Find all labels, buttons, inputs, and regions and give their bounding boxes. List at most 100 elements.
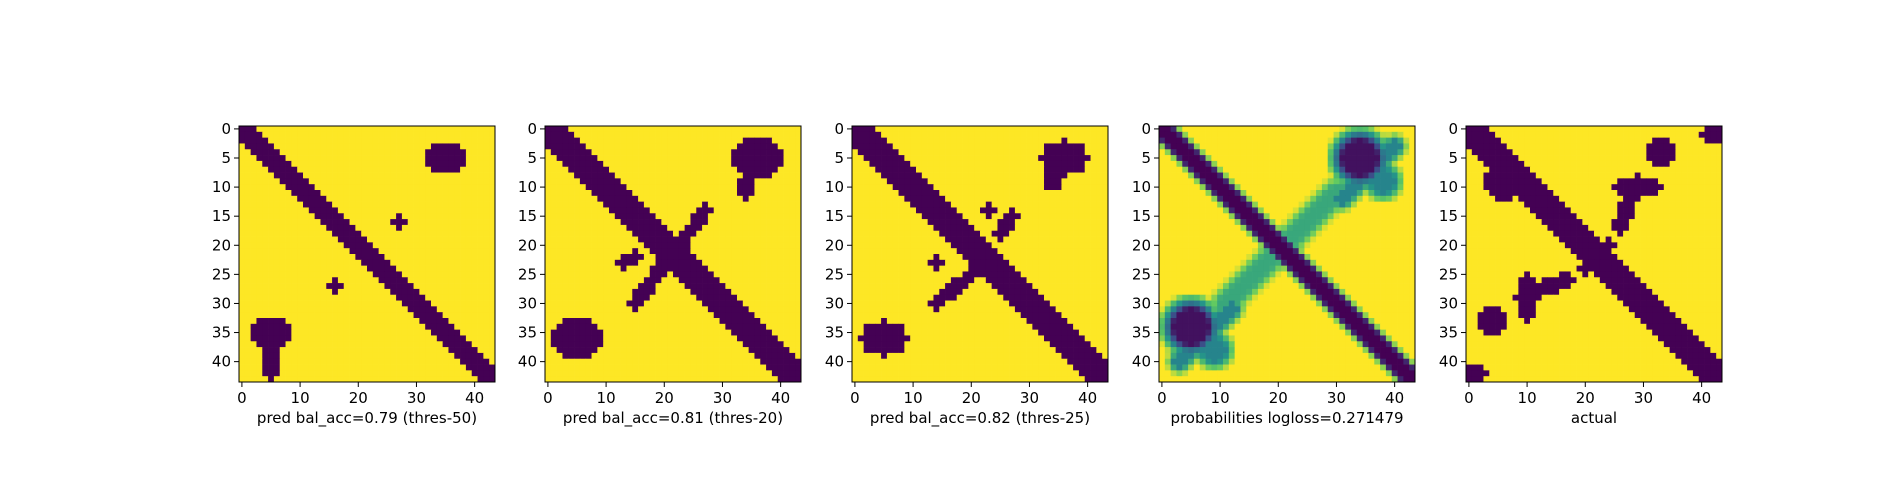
heatmap-cell: [667, 300, 674, 307]
heatmap-cell: [291, 323, 298, 330]
heatmap-cell: [789, 318, 796, 325]
heatmap-cell: [1020, 149, 1027, 156]
heatmap-cell: [308, 195, 315, 202]
heatmap-cell: [442, 271, 449, 278]
heatmap-cell: [731, 306, 738, 313]
heatmap-cell: [1044, 143, 1051, 150]
heatmap-cell: [273, 271, 281, 278]
heatmap-cell: [632, 306, 639, 313]
heatmap-cell: [250, 213, 257, 220]
heatmap-cell: [556, 358, 563, 365]
heatmap-cell: [771, 277, 779, 284]
heatmap-cell: [390, 283, 397, 290]
heatmap-cell: [343, 190, 350, 197]
heatmap-cell: [550, 283, 557, 290]
heatmap-cell: [713, 160, 720, 168]
heatmap-cell: [980, 230, 987, 237]
heatmap-cell: [303, 277, 310, 284]
heatmap-cell: [337, 213, 345, 220]
y-tick-label: 15: [212, 207, 231, 225]
heatmap-cell: [950, 184, 958, 191]
heatmap-cell: [355, 207, 362, 214]
heatmap-cell: [603, 242, 610, 249]
heatmap-cell: [945, 160, 952, 168]
heatmap-cell: [454, 318, 461, 325]
heatmap-cell: [731, 178, 738, 185]
heatmap-cell: [562, 230, 569, 237]
heatmap-cell: [297, 143, 304, 150]
heatmap-cell: [285, 300, 292, 307]
heatmap-cell: [968, 224, 975, 232]
heatmap-cell: [725, 172, 732, 179]
heatmap-cell: [795, 201, 802, 208]
heatmap-cell: [471, 242, 478, 249]
heatmap-cell: [477, 376, 484, 383]
heatmap-cell: [742, 306, 749, 313]
heatmap-cell: [667, 143, 674, 150]
heatmap-cell: [1026, 207, 1033, 214]
heatmap-cell: [471, 306, 478, 313]
heatmap-cell: [1102, 213, 1109, 220]
heatmap-cell: [268, 265, 275, 272]
heatmap-cell: [390, 352, 397, 360]
heatmap-cell: [655, 155, 662, 162]
heatmap-cell: [343, 329, 350, 336]
heatmap-cell: [1084, 201, 1091, 208]
heatmap-cell: [367, 201, 374, 208]
heatmap-cell: [869, 201, 876, 208]
heatmap-cell: [355, 323, 362, 330]
heatmap-cell: [881, 195, 888, 202]
heatmap-cell: [471, 190, 478, 197]
heatmap-cell: [898, 160, 905, 168]
heatmap-cell: [910, 219, 917, 226]
heatmap-cell: [863, 137, 870, 144]
heatmap-cell: [550, 172, 557, 179]
heatmap-cell: [349, 283, 356, 290]
heatmap-cell: [707, 172, 715, 179]
heatmap-cell: [1090, 172, 1097, 179]
heatmap-cell: [372, 335, 379, 342]
heatmap-cell: [579, 160, 587, 168]
heatmap-cell: [632, 318, 639, 325]
heatmap-cell: [678, 358, 685, 365]
heatmap-cell: [655, 137, 662, 144]
heatmap-cell: [748, 149, 755, 156]
heatmap-cell: [1020, 155, 1027, 162]
heatmap-cell: [585, 288, 592, 296]
heatmap-cell: [991, 213, 998, 220]
heatmap-cell: [1014, 160, 1022, 168]
heatmap-cell: [396, 364, 403, 371]
heatmap-cell: [268, 137, 275, 144]
heatmap-cell: [766, 236, 773, 243]
heatmap-cell: [980, 213, 987, 220]
heatmap-cell: [614, 335, 621, 342]
heatmap-cell: [737, 370, 744, 377]
heatmap-cell: [483, 236, 490, 243]
heatmap-cell: [550, 271, 557, 278]
heatmap-cell: [355, 318, 362, 325]
heatmap-cell: [483, 312, 490, 319]
heatmap-cell: [314, 347, 321, 354]
heatmap-cell: [1067, 143, 1074, 150]
heatmap-cell: [939, 236, 946, 243]
heatmap-cell: [465, 248, 473, 255]
heatmap-cell: [297, 213, 304, 220]
heatmap-cell: [343, 137, 350, 144]
heatmap-cell: [916, 137, 923, 144]
heatmap-cell: [1067, 166, 1074, 173]
heatmap-cell: [795, 131, 802, 138]
heatmap-cell: [268, 306, 275, 313]
heatmap-cell: [407, 224, 414, 232]
heatmap-cell: [742, 265, 749, 272]
heatmap-cell: [910, 230, 917, 237]
heatmap-cell: [1084, 172, 1091, 179]
heatmap-cell: [279, 277, 286, 284]
heatmap-cell: [239, 271, 246, 278]
heatmap-cell: [396, 329, 403, 336]
heatmap-cell: [638, 288, 645, 296]
heatmap-cell: [285, 137, 292, 144]
heatmap-cell: [1084, 190, 1091, 197]
panel-title: pred bal_acc=0.79 (thres-50): [257, 409, 477, 428]
heatmap-cell: [921, 137, 928, 144]
heatmap-cell: [579, 155, 587, 162]
